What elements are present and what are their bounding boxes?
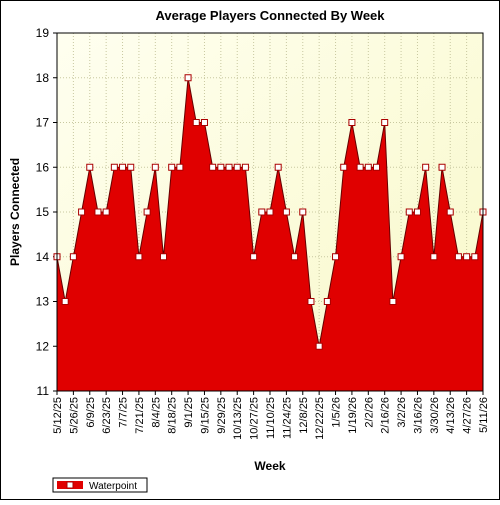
marker bbox=[217, 163, 225, 171]
y-tick-label: 14 bbox=[36, 250, 50, 264]
marker bbox=[192, 119, 200, 126]
marker bbox=[258, 208, 266, 216]
plot: 11 12 13 14 15 16 17 18 19 5/12/25 5/26/25 6/9/25 6/… bbox=[36, 26, 490, 493]
marker bbox=[102, 208, 110, 216]
x-tick-label: 7/7/25 bbox=[118, 397, 130, 428]
marker bbox=[446, 208, 454, 216]
x-tick-label: 10/27/25 bbox=[249, 397, 261, 440]
x-tick-label: 8/4/25 bbox=[150, 397, 162, 428]
marker bbox=[135, 253, 143, 261]
legend-label: Waterpoint bbox=[89, 481, 137, 492]
marker bbox=[176, 163, 184, 171]
y-tick-label: 11 bbox=[37, 384, 50, 398]
x-tick-label: 2/16/26 bbox=[380, 397, 392, 434]
x-tick-label: 5/12/25 bbox=[52, 397, 64, 434]
marker bbox=[200, 119, 208, 126]
marker bbox=[69, 253, 77, 261]
legend-marker bbox=[66, 481, 74, 489]
x-tick-label: 4/13/26 bbox=[445, 397, 457, 434]
x-tick-label: 2/2/26 bbox=[363, 397, 375, 428]
x-tick-label: 11/24/25 bbox=[281, 397, 293, 439]
marker bbox=[78, 208, 86, 216]
y-axis-label: Players Connected bbox=[8, 158, 22, 266]
x-tick-label: 7/21/25 bbox=[134, 397, 146, 434]
marker bbox=[340, 163, 348, 171]
y-tick-label: 16 bbox=[36, 160, 50, 174]
y-tick-label: 12 bbox=[36, 339, 50, 353]
y-tick-label: 13 bbox=[36, 295, 50, 309]
y-tick-label: 18 bbox=[36, 71, 50, 85]
x-tick-label: 10/13/25 bbox=[232, 397, 244, 440]
x-tick-label: 1/19/26 bbox=[347, 397, 359, 434]
x-tick-label: 5/11/26 bbox=[478, 397, 490, 433]
marker bbox=[160, 253, 167, 261]
marker bbox=[282, 208, 290, 216]
x-tick-label: 5/26/25 bbox=[68, 397, 80, 434]
x-tick-label: 12/22/25 bbox=[314, 397, 326, 440]
x-tick-label: 3/30/26 bbox=[429, 397, 441, 434]
area bbox=[57, 77, 483, 391]
marker bbox=[364, 163, 372, 171]
x-tick-label: 9/15/25 bbox=[199, 397, 211, 434]
x-tick-label: 1/5/26 bbox=[331, 397, 343, 428]
marker bbox=[397, 253, 405, 261]
x-tick-label: 8/18/25 bbox=[167, 397, 179, 434]
x-tick-label: 3/16/26 bbox=[412, 397, 424, 434]
marker bbox=[127, 163, 135, 171]
marker bbox=[373, 163, 380, 171]
marker bbox=[389, 298, 397, 305]
x-tick-label: 6/9/25 bbox=[85, 397, 97, 428]
y-tick-label: 19 bbox=[36, 26, 50, 40]
y-tick-label: 15 bbox=[36, 205, 50, 219]
y-tick-label: 17 bbox=[36, 116, 50, 130]
marker bbox=[413, 208, 421, 216]
marker bbox=[61, 298, 69, 305]
marker bbox=[356, 163, 364, 171]
x-tick-label: 9/29/25 bbox=[216, 397, 228, 434]
marker bbox=[454, 253, 462, 261]
marker bbox=[241, 163, 249, 171]
marker bbox=[471, 253, 479, 261]
plot-border bbox=[56, 32, 484, 392]
marker bbox=[332, 253, 340, 261]
marker bbox=[463, 253, 471, 261]
marker bbox=[184, 74, 192, 82]
x-tick-label: 6/23/25 bbox=[101, 397, 113, 434]
marker bbox=[266, 208, 274, 216]
marker bbox=[274, 163, 282, 171]
marker bbox=[250, 253, 258, 261]
marker bbox=[119, 163, 127, 171]
marker bbox=[225, 163, 233, 171]
marker bbox=[299, 208, 307, 216]
x-axis-label: Week bbox=[254, 459, 285, 473]
marker bbox=[422, 163, 430, 171]
marker bbox=[291, 253, 299, 261]
x-tick-label: 9/1/25 bbox=[183, 397, 195, 428]
x-tick-label: 11/10/25 bbox=[265, 397, 277, 439]
marker bbox=[86, 163, 94, 171]
marker bbox=[110, 163, 118, 171]
marker bbox=[233, 163, 241, 171]
marker bbox=[438, 163, 446, 171]
marker bbox=[151, 163, 159, 171]
marker bbox=[430, 253, 438, 261]
marker bbox=[348, 119, 356, 126]
marker bbox=[143, 208, 151, 216]
x-tick-label: 4/27/26 bbox=[462, 397, 474, 434]
marker bbox=[209, 163, 217, 171]
marker bbox=[307, 298, 315, 305]
marker bbox=[381, 119, 389, 126]
marker bbox=[315, 342, 323, 350]
marker bbox=[168, 163, 176, 171]
legend: Waterpoint bbox=[52, 477, 148, 493]
x-tick-label: 3/2/26 bbox=[396, 397, 408, 428]
marker bbox=[405, 208, 413, 216]
x-tick-label: 12/8/25 bbox=[298, 397, 310, 434]
marker bbox=[94, 208, 102, 216]
marker bbox=[323, 298, 331, 305]
chart-title: Average Players Connected By Week bbox=[155, 8, 385, 23]
